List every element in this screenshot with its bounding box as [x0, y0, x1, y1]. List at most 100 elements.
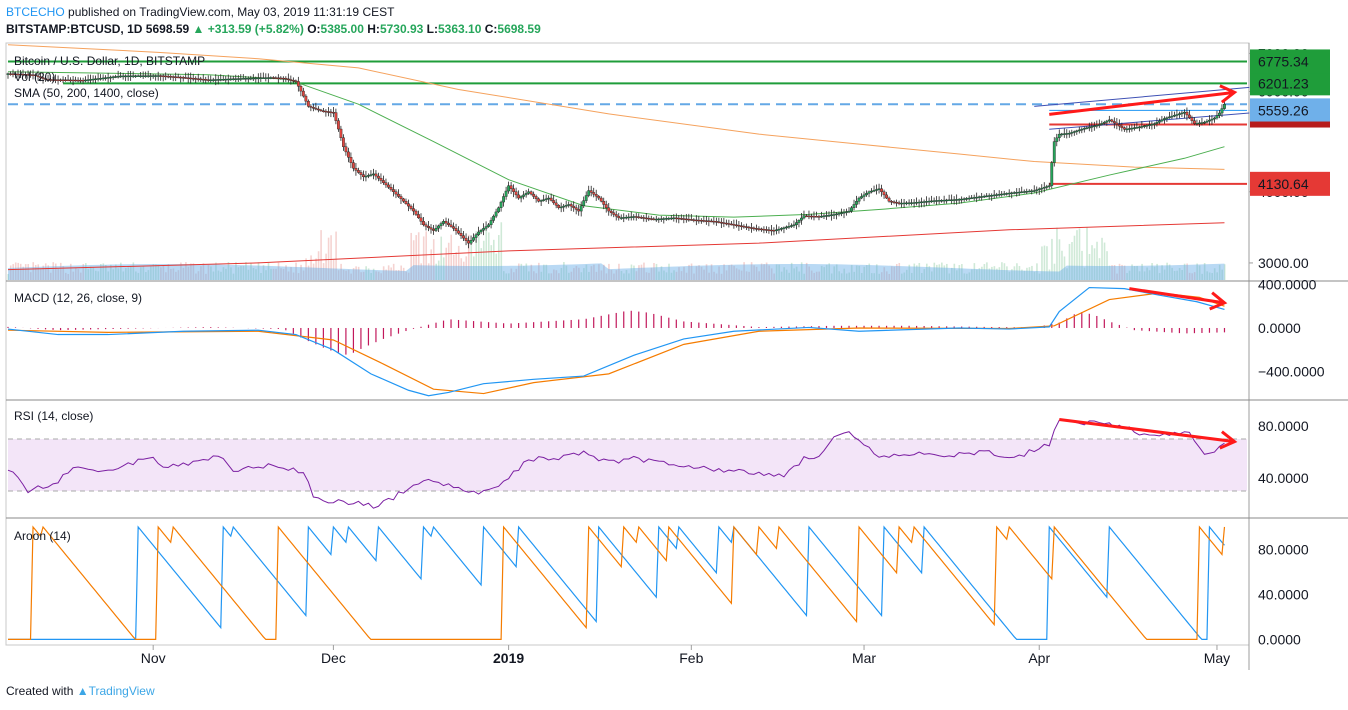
candle-body: [612, 212, 616, 215]
volume-bar: [442, 257, 445, 280]
volume-bar: [658, 271, 660, 280]
volume-bar: [650, 267, 653, 280]
candle-body: [800, 217, 803, 221]
candle-body: [429, 227, 433, 230]
volume-bar: [340, 263, 342, 280]
volume-bar: [708, 272, 710, 280]
volume-bar: [427, 263, 430, 280]
volume-bar: [1128, 270, 1131, 280]
candle-body: [291, 79, 295, 82]
rsi-tick-label: 80.0000: [1258, 418, 1309, 434]
publisher-name[interactable]: BTCECHO: [6, 5, 65, 19]
volume-bar: [425, 231, 428, 280]
candle-body: [642, 217, 646, 219]
candle-body: [927, 200, 931, 203]
volume-bar: [780, 271, 783, 280]
candle-body: [960, 198, 964, 201]
volume-bar: [170, 268, 172, 280]
volume-bar: [410, 232, 412, 280]
candle-body: [367, 175, 370, 177]
candle-body: [582, 200, 586, 206]
candle-body: [770, 229, 773, 232]
volume-bar: [953, 263, 956, 280]
candle-body: [1057, 133, 1061, 139]
volume-bar: [875, 264, 878, 280]
volume-bar: [908, 264, 911, 280]
volume-bar: [482, 240, 485, 280]
volume-bar: [465, 256, 468, 280]
candle-body: [940, 200, 944, 202]
candle-body: [664, 218, 668, 220]
candle-body: [622, 217, 626, 219]
volume-bar: [437, 260, 440, 280]
candle-body: [447, 222, 450, 226]
volume-bar: [625, 270, 628, 280]
volume-bar: [793, 268, 795, 280]
volume-bar: [305, 258, 307, 280]
volume-bar: [723, 264, 725, 280]
candle-body: [434, 227, 438, 231]
volume-bar: [548, 273, 550, 280]
volume-bar: [1136, 265, 1138, 280]
candle-body: [234, 78, 238, 80]
volume-bar: [1173, 270, 1176, 280]
candle-body: [925, 201, 929, 203]
candle-body: [229, 78, 233, 81]
volume-bar: [813, 272, 815, 280]
candle-body: [1047, 185, 1051, 187]
candle-body: [119, 75, 123, 78]
volume-bar: [9, 265, 12, 280]
volume-bar: [370, 273, 372, 280]
candle-body: [1195, 123, 1199, 125]
candle-body: [404, 201, 408, 204]
volume-bar: [372, 268, 375, 280]
tradingview-brand[interactable]: TradingView: [88, 684, 155, 698]
volume-bar: [680, 271, 683, 280]
volume-bar: [520, 263, 523, 280]
candle-body: [627, 216, 631, 219]
volume-bar: [725, 270, 728, 280]
volume-bar: [74, 267, 77, 280]
candle-body: [709, 220, 713, 223]
volume-bar: [102, 263, 105, 280]
candle-body: [1007, 192, 1011, 195]
candle-body: [935, 200, 939, 202]
time-tick-label: Mar: [852, 650, 876, 666]
tradingview-logo-icon[interactable]: ▲: [76, 684, 89, 698]
candle-body: [950, 199, 954, 201]
candle-body: [922, 201, 926, 203]
macd-divergence-arrow-shaft: [1129, 287, 1225, 305]
candle-body: [1105, 120, 1109, 123]
candle-body: [59, 79, 62, 81]
candle-body: [301, 90, 305, 97]
candle-body: [204, 79, 208, 81]
candle-body: [201, 78, 205, 81]
volume-bar: [840, 273, 843, 280]
candle-body: [256, 77, 260, 80]
candle-body: [479, 229, 483, 233]
candle-body: [932, 200, 936, 202]
candle-body: [880, 188, 883, 192]
volume-bar: [553, 269, 555, 280]
volume-bar: [232, 273, 235, 280]
candle-body: [967, 197, 971, 200]
candle-body: [1183, 111, 1186, 114]
candle-body: [985, 195, 989, 198]
volume-bar: [1051, 238, 1053, 280]
rsi-divergence-arrow-head: [1219, 430, 1238, 450]
volume-bar: [325, 253, 327, 280]
volume-bar: [327, 237, 330, 280]
volume-bar: [490, 245, 493, 280]
volume-bar: [885, 271, 888, 280]
candle-body: [141, 75, 145, 77]
volume-bar: [72, 271, 75, 280]
candle-body: [9, 73, 12, 75]
volume-bar: [1083, 267, 1086, 280]
volume-bar: [730, 264, 733, 280]
volume-bar: [713, 271, 715, 280]
volume-bar: [1016, 263, 1018, 280]
volume-bar: [42, 265, 45, 280]
volume-bar: [180, 262, 182, 280]
volume-bar: [135, 271, 137, 280]
